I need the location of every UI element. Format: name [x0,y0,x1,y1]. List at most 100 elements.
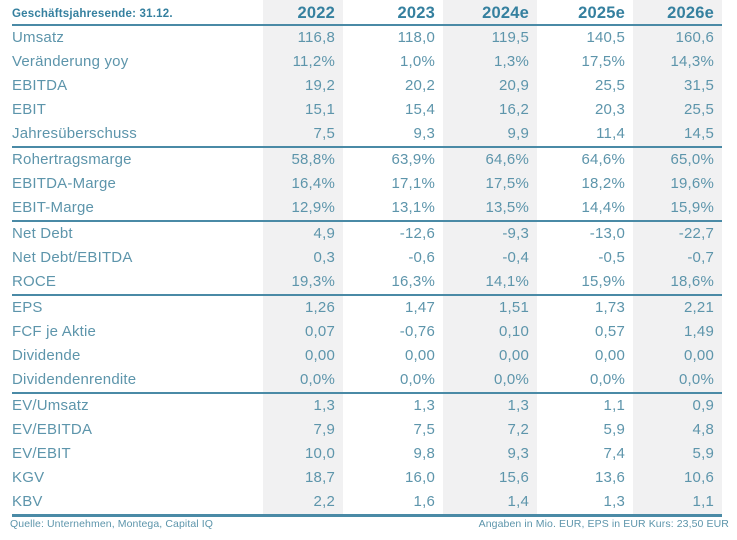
value-cell: 18,6% [633,270,722,294]
value-cell: 5,9 [633,442,722,466]
value-cell: 15,9% [633,196,722,220]
value-cell: 16,3% [391,273,435,290]
units-note: Angaben in Mio. EUR, EPS in EUR Kurs: 23… [478,518,729,530]
value-cell: 20,3 [595,101,625,118]
value-cell: 7,2 [443,418,537,442]
value-cell: 0,00 [595,347,625,364]
value-cell: -0,5 [598,249,625,266]
value-cell: 10,0 [263,442,343,466]
value-cell: 0,0% [263,368,343,392]
row-label: EV/EBIT [12,445,71,462]
value-cell: 63,9% [343,146,443,172]
value-cell: 14,4% [581,199,625,216]
value-cell: 116,8 [263,26,343,50]
value-cell: -0,6 [408,249,435,266]
value-cell: 13,1% [391,199,435,216]
financials-table: Geschäftsjahresende: 31.12. 2022 2023 2024e… [12,0,722,517]
value-cell: 19,2 [263,74,343,98]
row-label: Net Debt/EBITDA [12,249,133,266]
value-cell: 140,5 [586,29,625,46]
value-cell: 15,1 [263,98,343,122]
value-cell: 1,73 [537,294,633,320]
value-cell: 9,3 [413,125,435,142]
value-cell: 20,2 [405,77,435,94]
row-label: KGV [12,469,45,486]
value-cell: 0,07 [263,320,343,344]
value-cell: 0,0% [400,371,435,388]
value-cell: 13,6 [595,469,625,486]
value-cell: 10,6 [633,466,722,490]
value-cell: 25,5 [633,98,722,122]
value-cell: 9,3 [443,442,537,466]
source-note: Quelle: Unternehmen, Montega, Capital IQ [10,518,214,530]
value-cell: 1,3 [343,392,443,418]
value-cell: 15,9% [581,273,625,290]
value-cell: 1,3 [443,392,537,418]
value-cell: 14,1% [443,270,537,294]
row-label: ROCE [12,273,57,290]
row-label: Dividende [12,347,81,364]
value-cell: 12,9% [263,196,343,220]
value-cell: 31,5 [633,74,722,98]
value-cell: -22,7 [633,220,722,246]
value-cell: 15,4 [405,101,435,118]
row-label: Dividendenrendite [12,371,137,388]
value-cell: 0,00 [405,347,435,364]
value-cell: 14,3% [633,50,722,74]
column-header-2024e: 2024e [443,0,537,26]
value-cell: 1,49 [633,320,722,344]
value-cell: 4,9 [263,220,343,246]
value-cell: 25,5 [595,77,625,94]
value-cell: -12,6 [343,220,443,246]
row-label: EBIT-Marge [12,199,95,216]
value-cell: 18,2% [581,175,625,192]
value-cell: 9,8 [413,445,435,462]
value-cell: 0,57 [595,323,625,340]
value-cell: 0,0% [443,368,537,392]
value-cell: -9,3 [443,220,537,246]
value-cell: 7,4 [603,445,625,462]
column-header-2025e: 2025e [537,0,633,26]
value-cell: 7,5 [263,122,343,146]
value-cell: 15,6 [443,466,537,490]
value-cell: 0,00 [633,344,722,368]
value-cell: 16,4% [263,172,343,196]
value-cell: 2,2 [263,490,343,517]
value-cell: 5,9 [603,421,625,438]
row-label: Net Debt [12,220,263,246]
value-cell: 0,9 [633,392,722,418]
value-cell: 11,4 [596,125,625,142]
value-cell: 18,7 [263,466,343,490]
value-cell: 16,0 [405,469,435,486]
value-cell: 65,0% [633,146,722,172]
value-cell: 11,2% [263,50,343,74]
row-label: Veränderung yoy [12,53,129,70]
value-cell: 0,00 [263,344,343,368]
row-label: EV/EBITDA [12,421,93,438]
row-label: Umsatz [12,29,65,46]
value-cell: 7,9 [263,418,343,442]
value-cell: 0,0% [633,368,722,392]
column-header-2026e: 2026e [633,0,722,26]
column-header-2023: 2023 [343,0,443,26]
fiscal-year-end-label: Geschäftsjahresende: 31.12. [12,0,263,26]
row-label: EV/Umsatz [12,392,263,418]
row-label: EBITDA-Marge [12,175,117,192]
value-cell: 119,5 [443,26,537,50]
value-cell: 1,1 [633,490,722,517]
value-cell: 17,5% [443,172,537,196]
value-cell: 1,3% [443,50,537,74]
row-label: EPS [12,294,263,320]
value-cell: 0,10 [443,320,537,344]
value-cell: 1,47 [343,294,443,320]
row-label: EBITDA [12,77,68,94]
value-cell: 7,5 [413,421,435,438]
value-cell: 1,6 [343,490,443,517]
table-footer: Quelle: Unternehmen, Montega, Capital IQ… [10,518,729,530]
row-label: FCF je Aktie [12,323,97,340]
value-cell: 19,6% [633,172,722,196]
value-cell: 17,5% [581,53,625,70]
value-cell: 9,9 [443,122,537,146]
value-cell: 19,3% [263,270,343,294]
